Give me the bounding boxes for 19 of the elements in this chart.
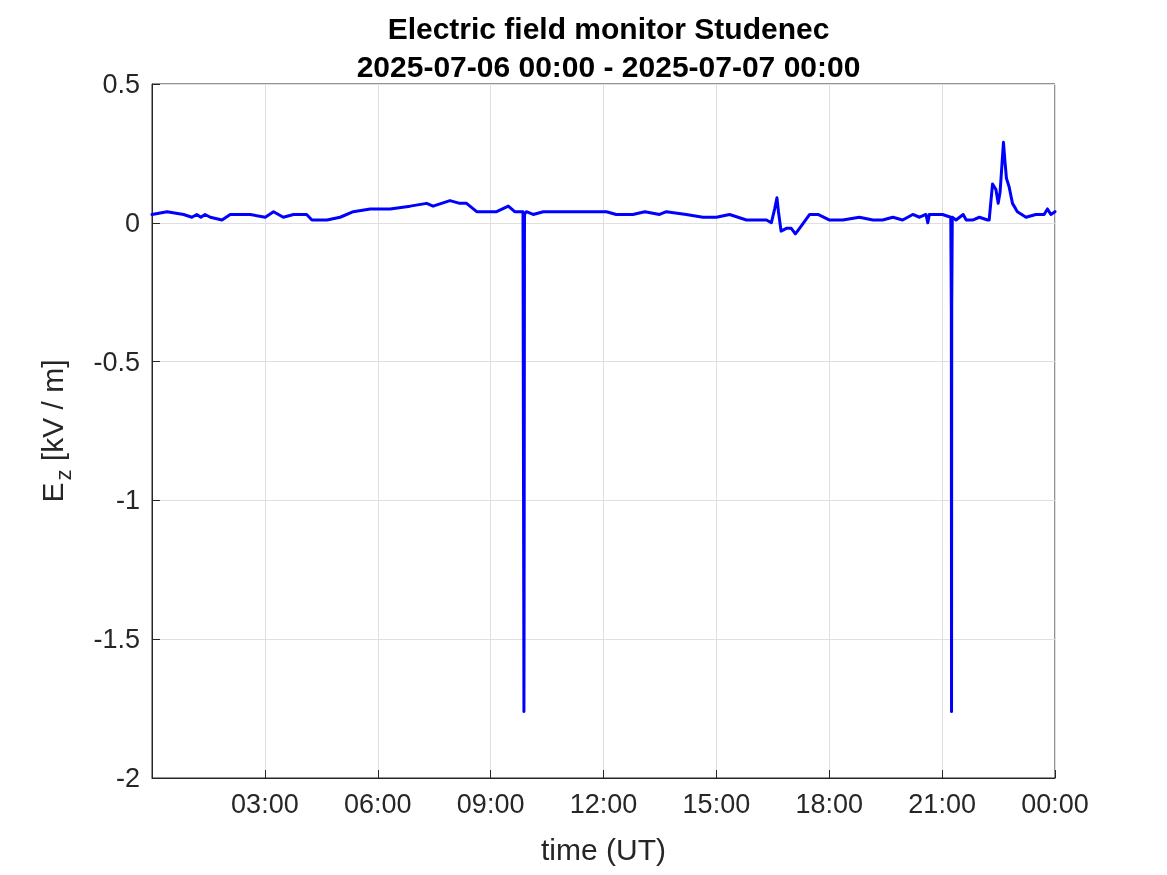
- x-axis-title: time (UT): [541, 832, 666, 866]
- y-tick-label: 0.5: [102, 69, 140, 99]
- chart-title: Electric field monitor Studenec: [387, 11, 830, 45]
- x-tick-label: 12:00: [569, 788, 638, 819]
- x-tick-label: 00:00: [1021, 788, 1089, 819]
- x-tick-label: 21:00: [908, 788, 976, 819]
- x-tick-label: 09:00: [456, 788, 525, 819]
- y-tick-label: -1.5: [93, 624, 140, 655]
- y-tick-label: 0: [124, 207, 140, 238]
- x-tick-label: 06:00: [343, 788, 412, 819]
- x-tick-label: 03:00: [231, 788, 299, 819]
- line-series: [150, 140, 1057, 713]
- chart-subtitle: 2025-07-06 00:00 - 2025-07-07 00:00: [356, 49, 861, 83]
- y-tick-label: -2: [115, 763, 140, 793]
- x-tick-label: 15:00: [682, 788, 751, 819]
- y-tick-label: -0.5: [93, 346, 140, 377]
- y-axis-title: Ez [kV / m]: [35, 359, 76, 503]
- y-tick-label: -1: [115, 485, 140, 516]
- x-tick-label: 18:00: [795, 788, 864, 819]
